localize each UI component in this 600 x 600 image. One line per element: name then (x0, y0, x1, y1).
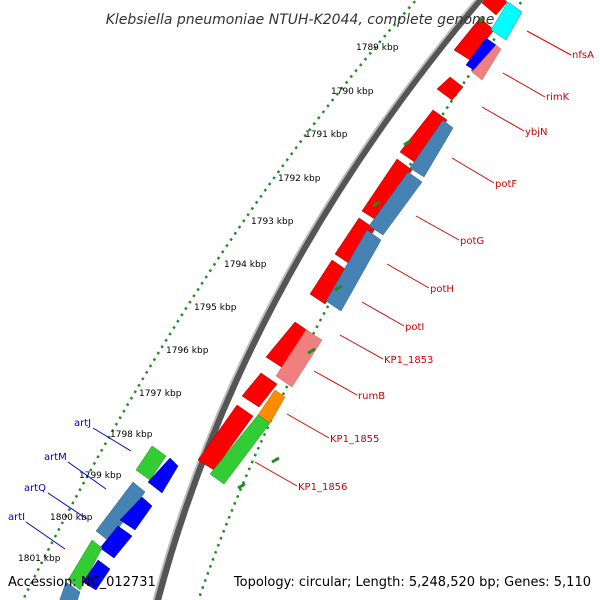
tick-label: 1794 kbp (224, 260, 267, 270)
tick-label: 1799 kbp (79, 471, 122, 481)
tick-label: 1791 kbp (305, 130, 348, 140)
gene-feature-artQ-blue[interactable] (99, 525, 133, 559)
gene-label[interactable]: potF (495, 179, 517, 190)
tick-label: 1801 kbp (18, 554, 61, 564)
gene-feature-potG-inner[interactable] (409, 119, 454, 178)
tick-label: 1800 kbp (50, 513, 93, 523)
tick-label: 1798 kbp (110, 430, 153, 440)
tick-label: 1793 kbp (251, 217, 294, 227)
gene-feature-potI[interactable] (309, 259, 349, 305)
art-operon-features (58, 445, 179, 600)
gene-label[interactable]: potH (430, 284, 454, 295)
gene-feature-potH-inner[interactable] (368, 171, 423, 236)
reverse-strand-features (209, 1, 523, 485)
gene-feature-artI-steel[interactable] (58, 581, 81, 600)
tick-label: 1790 kbp (331, 87, 374, 97)
tick-label: 1796 kbp (166, 346, 209, 356)
gene-labels-right: nfsA rimK ybjN potF potG potH potI KP1_1… (254, 30, 594, 493)
gene-label[interactable]: KP1_1853 (384, 355, 433, 366)
map-title: Klebsiella pneumoniae NTUH-K2044, comple… (106, 12, 495, 28)
gene-feature-nfsA[interactable] (481, 0, 508, 16)
scale-ticks: 1789 kbp 1790 kbp 1791 kbp 1792 kbp 1793… (18, 43, 399, 564)
tick-label: 1795 kbp (194, 303, 237, 313)
accession-text: Accession: NC_012731 (8, 575, 156, 590)
gene-label[interactable]: artQ (24, 483, 46, 494)
gene-feature-artI-blue[interactable] (82, 559, 111, 591)
gene-feature-artJ-blue[interactable] (147, 457, 179, 494)
gene-label[interactable]: KP1_1856 (298, 482, 347, 493)
gene-labels-left: artJ artM artQ artI (8, 418, 132, 550)
gene-label[interactable]: rumB (358, 391, 385, 402)
gene-label[interactable]: potG (460, 236, 484, 247)
gene-label[interactable]: artJ (74, 418, 91, 429)
tick-label: 1792 kbp (278, 174, 321, 184)
gene-feature-rimK-inner-pink[interactable] (471, 44, 502, 81)
gene-label[interactable]: nfsA (572, 50, 594, 61)
gene-label[interactable]: KP1_1855 (330, 434, 379, 445)
gene-feature-KP1_1853-inner[interactable] (275, 329, 323, 388)
genome-backbone (154, 0, 485, 600)
genome-backbone-highlight (152, 0, 477, 600)
gene-feature-artM-blue[interactable] (119, 496, 153, 531)
gene-label[interactable]: potI (405, 322, 424, 333)
gene-feature-artI[interactable] (67, 539, 103, 591)
gene-feature-potI-inner[interactable] (325, 229, 382, 312)
gene-label[interactable]: ybjN (525, 127, 548, 138)
gene-feature-ybjN[interactable] (436, 76, 464, 101)
gene-feature-rumB[interactable] (241, 372, 278, 408)
tick-label: 1797 kbp (139, 389, 182, 399)
inner-ring-tick-marks (237, 16, 485, 490)
forward-strand-features (197, 0, 508, 471)
gene-label[interactable]: rimK (546, 92, 570, 103)
gene-label[interactable]: artI (8, 512, 25, 523)
genome-summary-text: Topology: circular; Length: 5,248,520 bp… (233, 575, 591, 590)
gene-feature-nfsA-inner[interactable] (490, 1, 523, 41)
gene-label[interactable]: artM (44, 452, 67, 463)
tick-label: 1789 kbp (356, 43, 399, 53)
gene-feature-KP1_1856-inner[interactable] (209, 414, 271, 485)
tick-ring-outer (21, 0, 418, 600)
